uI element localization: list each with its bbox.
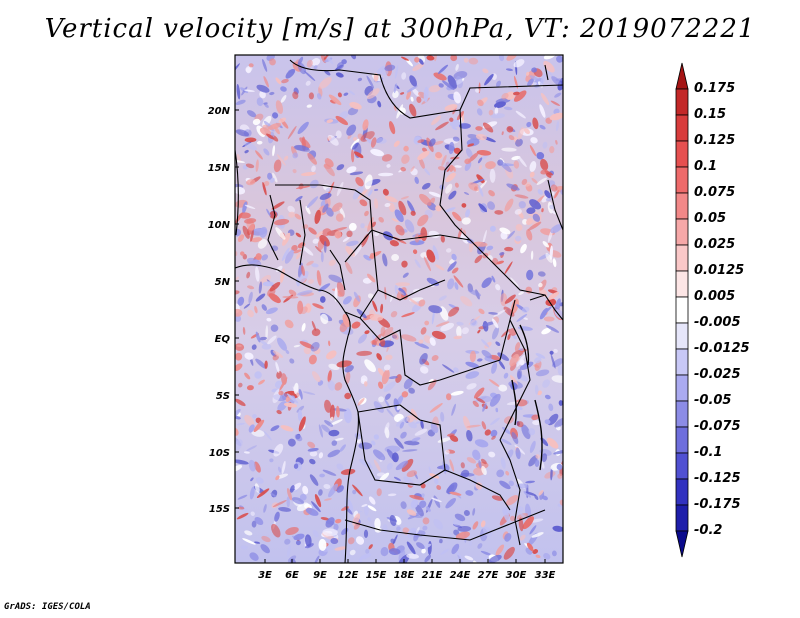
colorbar-label: -0.025 <box>694 367 741 382</box>
colorbar-label: 0.075 <box>694 185 735 200</box>
colorbar-label: -0.0125 <box>694 341 750 356</box>
lon-tick-label: 24E <box>450 570 471 581</box>
colorbar-segment <box>675 140 689 168</box>
lon-tick-label: 33E <box>535 570 556 581</box>
colorbar-label: -0.1 <box>694 445 722 460</box>
colorbar-label: -0.2 <box>694 523 722 538</box>
grads-credit: GrADS: IGES/COLA <box>4 602 91 612</box>
colorbar-segments <box>675 62 689 558</box>
lon-tick-label: 18E <box>394 570 415 581</box>
colorbar-label: 0.1 <box>694 159 717 174</box>
map-title: Vertical velocity [m/s] at 300hPa, VT: 2… <box>44 14 756 44</box>
colorbar-segment <box>675 270 689 298</box>
lon-tick-label: 6E <box>285 570 299 581</box>
colorbar-segment <box>675 400 689 428</box>
lat-tick-label: 15N <box>208 163 231 174</box>
colorbar-segment <box>675 192 689 220</box>
colorbar-label: 0.0125 <box>694 263 744 278</box>
lat-tick-label: 10S <box>209 448 230 459</box>
colorbar-label: 0.05 <box>694 211 726 226</box>
colorbar-segment <box>675 504 689 532</box>
colorbar-label: -0.175 <box>694 497 741 512</box>
lat-tick-label: 20N <box>208 106 231 117</box>
colorbar-label: 0.175 <box>694 81 735 96</box>
latitude-axis: 20N 15N 10N 5N EQ 5S 10S 15S <box>208 106 239 515</box>
lon-tick-label: 15E <box>366 570 387 581</box>
colorbar-label: -0.05 <box>694 393 731 408</box>
lon-tick-label: 30E <box>506 570 527 581</box>
colorbar-label: 0.025 <box>694 237 735 252</box>
colorbar-label: 0.005 <box>694 289 735 304</box>
map-frame <box>234 54 564 564</box>
lon-tick-label: 21E <box>422 570 443 581</box>
colorbar-segment <box>675 244 689 272</box>
colorbar-label: -0.125 <box>694 471 741 486</box>
lat-tick-label: 5S <box>216 391 230 402</box>
colorbar-segment <box>675 62 689 90</box>
colorbar-segment <box>675 426 689 454</box>
colorbar-segment <box>675 530 689 558</box>
lon-tick-label: 3E <box>258 570 272 581</box>
longitude-axis: 3E 6E 9E 12E 15E 18E 21E 24E 27E 30E 33E <box>258 559 556 581</box>
colorbar-labels: 0.175 0.15 0.125 0.1 0.075 0.05 0.025 0.… <box>694 81 750 538</box>
lat-tick-label: 15S <box>209 504 230 515</box>
lon-tick-label: 9E <box>313 570 327 581</box>
colorbar-segment <box>675 348 689 376</box>
colorbar-segment <box>675 218 689 246</box>
colorbar-segment <box>675 88 689 116</box>
colorbar-segment <box>675 374 689 402</box>
colorbar: 0.175 0.15 0.125 0.1 0.075 0.05 0.025 0.… <box>675 62 750 558</box>
lat-tick-label: EQ <box>215 334 231 345</box>
colorbar-segment <box>675 322 689 350</box>
colorbar-label: -0.005 <box>694 315 741 330</box>
lat-tick-label: 10N <box>208 220 231 231</box>
colorbar-segment <box>675 296 689 324</box>
lat-tick-label: 5N <box>215 277 231 288</box>
colorbar-label: -0.075 <box>694 419 741 434</box>
colorbar-segment <box>675 166 689 194</box>
lon-tick-label: 12E <box>338 570 359 581</box>
colorbar-segment <box>675 114 689 142</box>
country-borders <box>235 59 563 563</box>
colorbar-segment <box>675 452 689 480</box>
colorbar-label: 0.125 <box>694 133 735 148</box>
map-plot-area: 20N 15N 10N 5N EQ 5S 10S 15S 3E 6E 9E 12… <box>208 54 564 581</box>
colorbar-label: 0.15 <box>694 107 726 122</box>
colorbar-segment <box>675 478 689 506</box>
lon-tick-label: 27E <box>478 570 499 581</box>
